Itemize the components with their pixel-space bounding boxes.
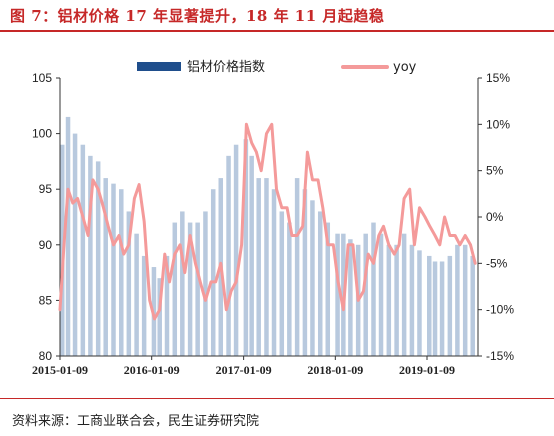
bar-42	[378, 233, 384, 356]
bar-32	[302, 189, 308, 356]
bar-5	[95, 161, 101, 356]
bar-18	[195, 222, 200, 356]
title-divider	[0, 30, 554, 32]
x-tick-2: 2017-01-09	[216, 363, 272, 377]
bar-7	[111, 183, 116, 356]
bar-8	[119, 189, 124, 356]
y-right-tick-0: -15%	[486, 349, 514, 363]
bar-54	[470, 255, 475, 356]
x-tick-4: 2019-01-09	[399, 363, 455, 377]
y-left-tick-4: 100	[32, 127, 52, 141]
bar-27	[264, 178, 269, 356]
legend-label-bars: 铝材价格指数	[187, 59, 265, 75]
y-right-tick-3: 0%	[486, 210, 504, 224]
bar-13	[157, 278, 162, 356]
bar-50	[439, 261, 445, 356]
bar-49	[432, 261, 438, 356]
bar-33	[310, 200, 315, 356]
x-tick-3: 2018-01-09	[307, 363, 363, 377]
y-left-tick-1: 85	[39, 293, 53, 307]
bar-34	[317, 211, 323, 356]
y-right-tick-2: -5%	[486, 256, 508, 270]
bar-25	[249, 155, 254, 356]
bar-51	[447, 255, 453, 356]
bar-36	[335, 233, 340, 356]
bar-44	[394, 244, 399, 356]
bar-22	[226, 155, 231, 356]
bar-6	[103, 178, 108, 356]
y-right-tick-1: -10%	[486, 303, 514, 317]
chart-title: 图 7：铝材价格 17 年显著提升，18 年 11 月起趋稳	[10, 7, 385, 25]
legend-layer: 铝材价格指数 yoy	[137, 59, 417, 75]
line-layer	[58, 122, 477, 321]
bar-40	[363, 233, 368, 356]
bar-28	[271, 189, 277, 356]
bar-2	[72, 133, 78, 356]
bar-15	[172, 222, 178, 356]
y-right-tick-4: 5%	[486, 164, 504, 178]
bar-31	[294, 178, 300, 356]
x-tick-1: 2016-01-09	[124, 363, 180, 377]
bar-14	[164, 255, 170, 356]
bar-45	[401, 233, 407, 356]
y-left-tick-2: 90	[39, 238, 53, 252]
y-left-tick-0: 80	[39, 349, 53, 363]
bar-24	[243, 139, 249, 356]
axes-layer: 80 85 90 95 100 105 -15% -10% -5% 0% 5% 10% 15% 2015-…	[32, 71, 514, 377]
bar-9	[126, 211, 132, 356]
legend-swatch-bars	[137, 62, 181, 71]
bar-3	[80, 144, 86, 356]
bar-19	[203, 211, 208, 356]
bar-23	[233, 144, 239, 356]
yoy-series-line	[58, 122, 477, 321]
bar-16	[180, 211, 185, 356]
bar-48	[427, 255, 432, 356]
bar-41	[371, 222, 376, 356]
bar-29	[279, 211, 285, 356]
chart-canvas: 80 85 90 95 100 105 -15% -10% -5% 0% 5% 10% 15% 2015-…	[32, 59, 514, 377]
source-divider	[0, 398, 554, 399]
bar-20	[210, 189, 216, 356]
y-left-tick-5: 105	[32, 71, 52, 85]
y-right-tick-5: 10%	[486, 117, 510, 131]
bar-10	[134, 233, 139, 356]
bar-4	[88, 155, 93, 356]
bars-layer	[60, 116, 475, 356]
bar-35	[325, 222, 331, 356]
bar-17	[187, 222, 193, 356]
bar-46	[409, 244, 415, 356]
bar-43	[386, 244, 392, 356]
bar-11	[141, 255, 147, 356]
bar-47	[417, 250, 422, 356]
source-note: 资料来源：工商业联合会，民生证券研究院	[12, 414, 260, 429]
y-left-tick-3: 95	[39, 182, 53, 196]
legend-label-yoy: yoy	[393, 60, 417, 75]
bar-53	[462, 244, 468, 356]
bar-38	[348, 239, 353, 356]
bar-30	[287, 222, 292, 356]
bar-1	[65, 116, 71, 356]
bar-26	[256, 178, 261, 356]
bar-52	[455, 244, 460, 356]
y-right-tick-6: 15%	[486, 71, 510, 85]
x-tick-0: 2015-01-09	[32, 363, 88, 377]
